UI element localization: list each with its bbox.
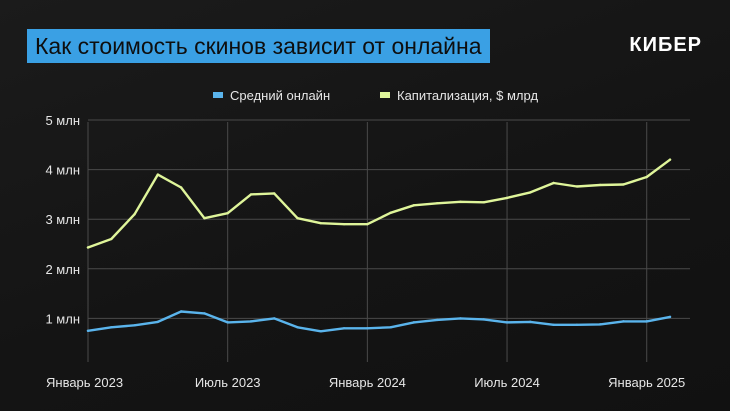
series-2-point bbox=[622, 183, 625, 186]
series-2-point bbox=[668, 158, 672, 161]
series-2-point bbox=[249, 193, 253, 196]
series-2-point bbox=[203, 217, 206, 220]
series-1-point bbox=[645, 320, 648, 323]
series-1-point bbox=[482, 318, 485, 321]
series-1-point bbox=[203, 312, 206, 315]
y-tick-label: 2 млн bbox=[45, 262, 80, 277]
legend-swatch bbox=[213, 92, 223, 98]
series-2-point bbox=[505, 196, 509, 200]
series-lines bbox=[86, 158, 672, 333]
series-1-point bbox=[389, 326, 392, 329]
series-1-point bbox=[273, 317, 276, 320]
y-tick-label: 5 млн bbox=[45, 113, 80, 128]
series-2-point bbox=[273, 192, 276, 195]
series-1-point bbox=[179, 310, 183, 313]
series-1-point bbox=[412, 321, 416, 324]
series-1-point bbox=[110, 326, 113, 329]
x-tick-label: Январь 2025 bbox=[608, 375, 685, 390]
series-2-point bbox=[110, 237, 113, 241]
series-1-point bbox=[86, 329, 90, 332]
series-1-point bbox=[598, 323, 602, 326]
series-2-point bbox=[482, 201, 485, 204]
x-tick-label: Январь 2024 bbox=[329, 375, 406, 390]
series-2-point bbox=[598, 183, 602, 187]
series-2-point bbox=[156, 173, 160, 176]
series-1-point bbox=[319, 330, 322, 333]
x-axis-ticks: Январь 2023 Июль 2023 Январь 2024 Июль 2024… bbox=[46, 375, 685, 390]
y-tick-label: 1 млн bbox=[45, 311, 80, 326]
series-line-1 bbox=[86, 310, 672, 333]
brand-logo: КИБЕР bbox=[629, 34, 702, 56]
series-2-point bbox=[436, 202, 439, 205]
series-1-point bbox=[505, 321, 509, 324]
series-2-point bbox=[552, 181, 555, 185]
series-2-point bbox=[179, 186, 183, 189]
series-1-point bbox=[622, 320, 625, 323]
series-2-point bbox=[86, 246, 90, 249]
series-2-point bbox=[412, 204, 416, 207]
series-1-point bbox=[133, 324, 136, 327]
series-1-point bbox=[668, 315, 672, 319]
series-1-point bbox=[156, 320, 160, 324]
series-1-point bbox=[552, 323, 555, 327]
series-2-point bbox=[366, 222, 369, 226]
series-1-point bbox=[226, 321, 229, 324]
series-2-point bbox=[575, 185, 579, 188]
legend: Средний онлайн Капитализация, $ млрд bbox=[213, 88, 538, 103]
series-2-point bbox=[226, 212, 229, 215]
series-2-point bbox=[296, 217, 299, 220]
legend-label: Капитализация, $ млрд bbox=[397, 88, 538, 103]
y-tick-label: 3 млн bbox=[45, 212, 80, 227]
series-2-point bbox=[319, 221, 322, 225]
y-axis-ticks: 1 млн 2 млн 3 млн 4 млн 5 млн bbox=[45, 113, 80, 326]
chart-title: Как стоимость скинов зависит от онлайна bbox=[27, 29, 490, 63]
x-tick-label: Январь 2023 bbox=[46, 375, 123, 390]
legend-label: Средний онлайн bbox=[230, 88, 330, 103]
series-1-point bbox=[436, 318, 439, 322]
series-2-point bbox=[459, 200, 462, 204]
series-1-point bbox=[249, 320, 253, 323]
series-1-point bbox=[342, 327, 346, 330]
series-1-point bbox=[296, 326, 299, 329]
series-1-point bbox=[459, 317, 462, 320]
series-2-point bbox=[645, 175, 648, 179]
gridlines bbox=[87, 119, 690, 362]
series-1-point bbox=[366, 327, 369, 330]
series-1-point bbox=[529, 320, 532, 324]
series-2-point bbox=[389, 211, 392, 214]
series-2-point bbox=[529, 191, 532, 194]
series-2-point bbox=[342, 222, 346, 226]
x-tick-label: Июль 2023 bbox=[195, 375, 261, 390]
x-tick-label: Июль 2024 bbox=[474, 375, 540, 390]
series-line-2 bbox=[86, 158, 672, 249]
legend-swatch bbox=[380, 92, 390, 98]
y-tick-label: 4 млн bbox=[45, 163, 80, 178]
series-2-point bbox=[133, 213, 136, 216]
series-1-point bbox=[575, 323, 579, 327]
